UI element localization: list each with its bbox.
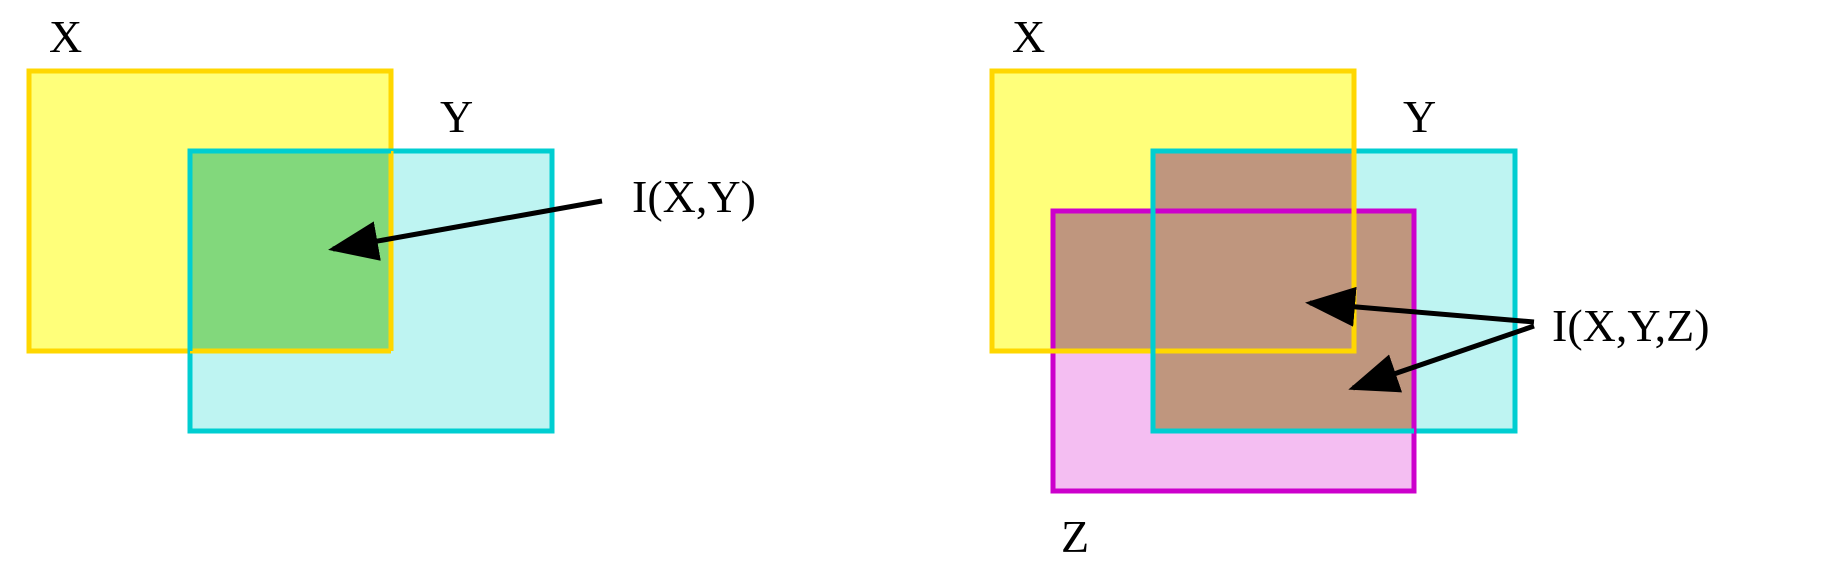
xy-overlap-region <box>1153 151 1354 211</box>
set-y-label: Y <box>440 91 473 142</box>
set-y-label: Y <box>1403 91 1436 142</box>
set-z-label: Z <box>1061 511 1089 562</box>
xz-overlap-region <box>1053 211 1153 351</box>
right-diagram: X Y Z I(X,Y,Z) <box>989 11 1710 562</box>
intersection-annotation: I(X,Y,Z) <box>1552 300 1710 351</box>
left-diagram: X Y I(X,Y) <box>26 11 756 434</box>
intersection-arrow-upper <box>1305 286 1535 327</box>
yz-overlap-region <box>1153 211 1414 431</box>
set-x-label: X <box>1012 11 1045 62</box>
intersection-arrow-lower <box>1348 323 1535 393</box>
xy-intersection-region <box>190 151 391 351</box>
set-x-label: X <box>49 11 82 62</box>
intersection-annotation: I(X,Y) <box>632 171 756 222</box>
intersection-arrow <box>328 198 603 261</box>
